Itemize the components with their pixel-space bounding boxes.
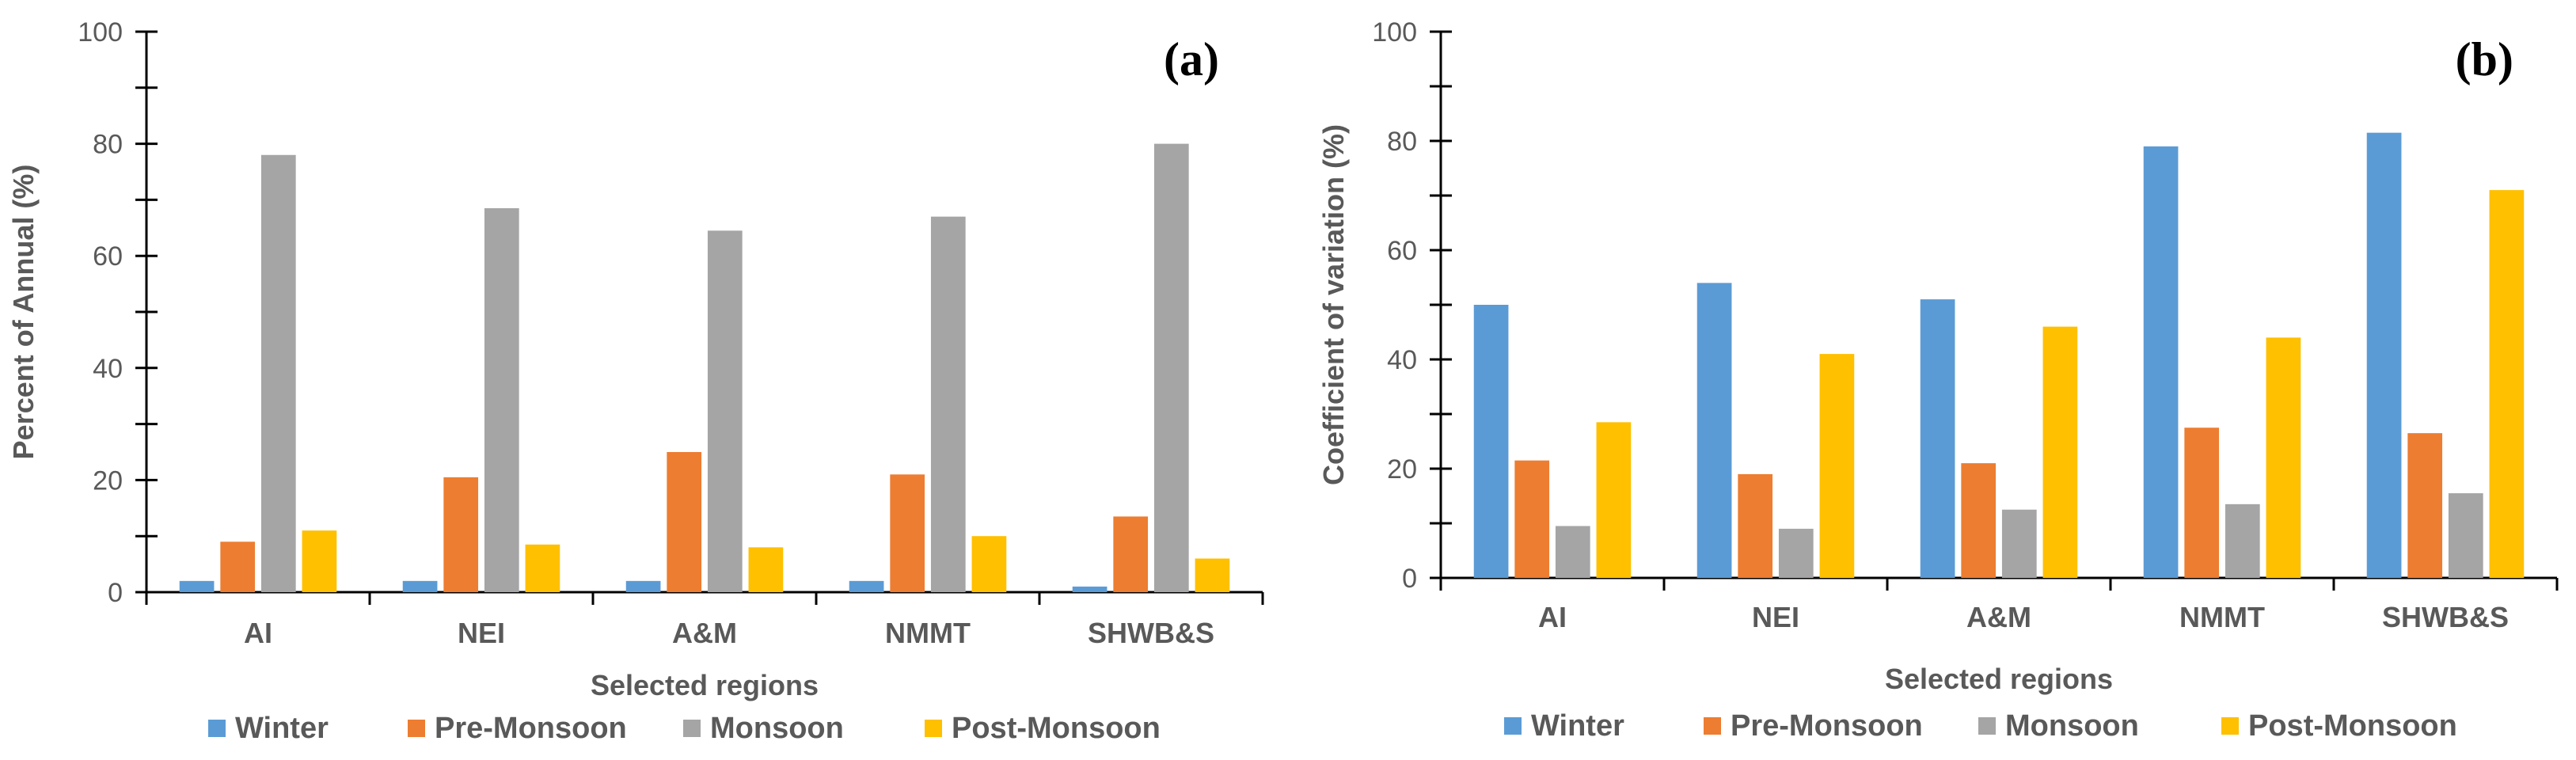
bar-winter-ai <box>1473 305 1509 578</box>
bar-winter-nei <box>1696 283 1732 578</box>
legend-label-post-monsoon: Post-Monsoon <box>2248 709 2457 743</box>
bar-pre-monsoon-nmmt <box>2184 428 2220 578</box>
y-tick-label: 60 <box>1387 236 1417 266</box>
legend-label-post-monsoon: Post-Monsoon <box>952 712 1161 745</box>
x-axis-title: Selected regions <box>591 669 819 701</box>
chart-panel-a: 0 20 40 60 80 100 AI NEI A&M NMMT SHWB&S Selected r… <box>7 17 1264 745</box>
bar-post-monsoon-nei <box>1819 354 1855 578</box>
y-tick-label: 60 <box>93 241 123 272</box>
bar-pre-monsoon-ai <box>1514 460 1550 578</box>
bar-pre-monsoon-a-m <box>667 452 702 592</box>
x-tick-label-nmmt: NMMT <box>2179 601 2265 633</box>
bar-post-monsoon-nmmt <box>2266 337 2301 578</box>
bar-pre-monsoon-nmmt <box>890 474 925 592</box>
y-tick-label: 80 <box>93 130 123 160</box>
x-tick-label-nei: NEI <box>1752 601 1799 633</box>
y-tick-label: 80 <box>1387 127 1417 157</box>
bar-post-monsoon-shwb-s <box>2489 190 2525 578</box>
bar-pre-monsoon-a-m <box>1961 463 1997 578</box>
bar-winter-shwb-s <box>2366 132 2402 578</box>
y-tick-label: 0 <box>1402 564 1417 594</box>
bar-monsoon-nei <box>484 208 519 592</box>
bar-post-monsoon-ai <box>302 530 337 592</box>
bar-post-monsoon-a-m <box>2042 326 2078 578</box>
y-tick-label: 100 <box>1372 17 1417 48</box>
legend-swatch-winter <box>1504 717 1522 735</box>
legend-swatch-winter <box>208 720 226 737</box>
bar-monsoon-a-m <box>2001 509 2037 578</box>
y-tick-label: 20 <box>93 466 123 496</box>
legend-swatch-monsoon <box>683 720 701 737</box>
bar-monsoon-shwb-s <box>1153 143 1189 593</box>
bar-pre-monsoon-shwb-s <box>1113 516 1149 592</box>
x-axis-title: Selected regions <box>1885 663 2113 695</box>
bar-monsoon-ai <box>1555 526 1590 578</box>
legend-label-pre-monsoon: Pre-Monsoon <box>1731 709 1923 743</box>
bar-pre-monsoon-shwb-s <box>2407 433 2443 578</box>
legend-swatch-monsoon <box>1978 717 1996 735</box>
bar-pre-monsoon-nei <box>1738 473 1773 578</box>
bar-post-monsoon-nei <box>525 544 560 592</box>
bar-post-monsoon-a-m <box>748 547 784 592</box>
legend-label-pre-monsoon: Pre-Monsoon <box>435 712 627 745</box>
bar-winter-shwb-s <box>1072 586 1108 592</box>
y-tick-label: 100 <box>78 17 123 48</box>
legend-label-winter: Winter <box>235 712 329 745</box>
bar-post-monsoon-nmmt <box>971 536 1007 592</box>
x-tick-label-ai: AI <box>244 617 272 649</box>
y-tick-label: 0 <box>108 578 123 608</box>
bar-monsoon-shwb-s <box>2448 493 2483 578</box>
x-tick-label-ai: AI <box>1538 601 1567 633</box>
bar-pre-monsoon-ai <box>220 542 256 592</box>
legend-swatch-pre-monsoon <box>408 720 425 737</box>
x-tick-label-a-m: A&M <box>1966 601 2031 633</box>
bar-post-monsoon-ai <box>1596 422 1632 578</box>
legend-swatch-post-monsoon <box>925 720 942 737</box>
bar-winter-nei <box>402 580 438 592</box>
bar-winter-a-m <box>1920 299 1955 578</box>
x-tick-label-shwb-s: SHWB&S <box>1088 617 1214 649</box>
bar-winter-a-m <box>625 580 661 592</box>
y-tick-label: 20 <box>1387 454 1417 484</box>
y-tick-label: 40 <box>1387 345 1417 375</box>
bar-monsoon-nmmt <box>2225 504 2260 578</box>
bar-winter-ai <box>179 580 215 592</box>
bar-monsoon-ai <box>260 154 296 592</box>
legend-label-monsoon: Monsoon <box>2005 709 2139 743</box>
bar-winter-nmmt <box>849 580 884 592</box>
chart-panel-b: 0 20 40 60 80 100 AI NEI A&M NMMT SHWB&S Selected r… <box>1317 17 2559 743</box>
bar-monsoon-nei <box>1778 528 1814 578</box>
x-tick-label-nei: NEI <box>458 617 505 649</box>
bar-monsoon-a-m <box>707 230 743 592</box>
panel-label: (a) <box>1164 33 1219 86</box>
legend-label-monsoon: Monsoon <box>710 712 844 745</box>
bar-monsoon-nmmt <box>930 216 966 592</box>
bar-pre-monsoon-nei <box>443 477 479 592</box>
panel-label: (b) <box>2456 33 2513 86</box>
y-axis-title: Percent of Annual (%) <box>7 165 40 460</box>
x-tick-label-a-m: A&M <box>672 617 737 649</box>
legend-swatch-pre-monsoon <box>1704 717 1721 735</box>
y-axis-title: Coefficient of variation (%) <box>1317 124 1350 485</box>
x-tick-label-shwb-s: SHWB&S <box>2382 601 2509 633</box>
legend-swatch-post-monsoon <box>2221 717 2239 735</box>
x-tick-label-nmmt: NMMT <box>885 617 971 649</box>
bar-winter-nmmt <box>2143 146 2179 578</box>
bar-post-monsoon-shwb-s <box>1195 558 1230 592</box>
y-tick-label: 40 <box>93 354 123 384</box>
legend-label-winter: Winter <box>1531 709 1624 743</box>
